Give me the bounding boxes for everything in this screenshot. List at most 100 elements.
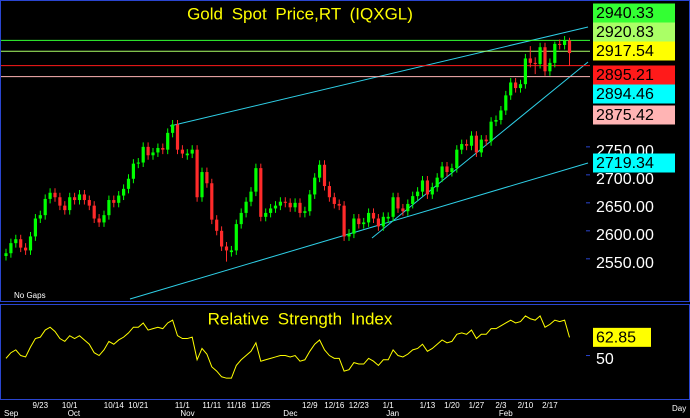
candle-body [244,201,248,213]
x-tick-label: 10/14 [104,401,125,410]
candle-body [259,168,263,217]
candle-body [28,236,33,251]
x-tick-label: 12/16 [324,401,345,410]
candle-body [58,197,62,206]
candle-body [391,197,395,217]
candle-body [455,149,459,169]
candle-body [332,197,336,204]
candle-body [87,200,91,206]
month-label: Dec [283,409,297,418]
candle-body [342,205,346,237]
candle-body [538,47,542,65]
y-tick-label: 2600.00 [596,227,654,244]
candle-body [273,205,278,209]
month-label: Jan [386,409,399,418]
x-tick-label: 10/21 [128,401,149,410]
candle-body [479,139,483,153]
candle-body [367,212,371,223]
candle-body [102,215,106,223]
candle-body [543,47,547,72]
candle-body [224,246,229,251]
candle-body [73,197,77,201]
price-tag-label: 2875.42 [596,107,654,124]
month-label: Sep [4,409,19,418]
candle-body [337,203,341,206]
candle-body [43,198,47,216]
candle-body [396,197,400,209]
month-label: Nov [180,409,194,418]
x-tick-label: 1/13 [420,401,436,410]
candle-body [195,149,199,198]
candle-body [484,139,488,142]
candle-body [303,211,307,213]
candle-body [381,216,385,227]
x-tick-label: 1/27 [469,401,485,410]
candle-body [220,230,224,247]
y-tick-label: 2650.00 [596,199,654,216]
candle-body [278,201,282,206]
price-tag-label: 2920.83 [596,24,654,41]
candle-body [283,201,287,203]
candle-body [14,239,18,244]
candle-body [141,146,145,163]
price-tag-label: 62.85 [596,330,636,347]
month-label: Feb [499,409,513,418]
candle-body [322,164,327,187]
candle-body [97,218,101,223]
candle-body [234,224,238,251]
price-tag-label: 2940.33 [596,5,654,22]
x-tick-label: 2/10 [518,401,534,410]
x-tick-label: 10/1 [62,401,78,410]
candle-body [171,124,175,133]
x-tick-label: 9/23 [33,401,49,410]
candle-body [430,187,434,195]
trendline [129,162,589,300]
candle-body [107,200,111,216]
candle-body [504,95,508,111]
candle-body [215,219,219,231]
candle-body [347,233,351,237]
x-tick-label: 11/11 [202,401,221,410]
note: No Gaps [14,291,46,300]
y-tick-label: 2700.00 [596,171,654,188]
candle-body [509,82,513,96]
candle-body [352,218,356,234]
price-tag-label: 2719.34 [596,155,654,172]
candle-body [205,172,209,184]
candle-body [269,208,273,213]
candle-body [357,218,361,225]
candle-body [362,222,366,225]
candle-body [558,43,562,45]
candle-body [68,197,72,211]
candle-body [318,164,322,178]
candle-body [293,202,297,208]
candle-body [445,166,449,173]
x-tick-label: 2/3 [495,401,507,410]
candle-body [548,62,552,72]
rsi-title: Relative Strength Index [208,309,393,328]
candle-body [53,192,57,198]
candle-body [401,208,405,212]
price-tag-label: 2894.46 [596,86,654,103]
candle-body [440,166,444,178]
candle-body [494,119,498,122]
candle-body [126,178,131,189]
candle-body [264,212,268,217]
price-tag [593,3,675,23]
candle-body [24,247,28,251]
candle-body [161,147,165,150]
candle-body [4,253,8,257]
month-label: Oct [68,409,81,418]
candle-body [180,149,184,154]
candle-body [175,124,180,150]
candle-body [528,58,532,63]
candle-body [460,144,464,150]
candle-body [416,191,420,197]
candle-body [489,121,493,142]
price-tag-label: 2895.21 [596,67,654,84]
y-tick-label: 2550.00 [596,255,654,272]
candle-body [469,135,474,146]
y-tick-label: 50 [596,351,614,368]
candle-body [82,194,86,201]
